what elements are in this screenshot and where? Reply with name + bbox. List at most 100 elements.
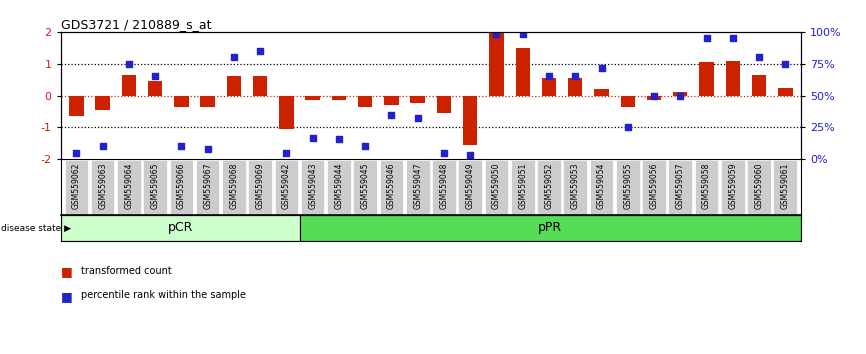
FancyBboxPatch shape <box>511 160 534 214</box>
Text: GDS3721 / 210889_s_at: GDS3721 / 210889_s_at <box>61 18 211 31</box>
FancyBboxPatch shape <box>222 160 246 214</box>
FancyBboxPatch shape <box>170 160 193 214</box>
FancyBboxPatch shape <box>458 160 482 214</box>
Text: ■: ■ <box>61 290 73 303</box>
Bar <box>174 96 189 107</box>
Text: pPR: pPR <box>539 222 562 234</box>
Point <box>621 125 635 130</box>
Point <box>542 74 556 79</box>
Bar <box>332 96 346 100</box>
Bar <box>253 76 268 96</box>
Text: GSM559067: GSM559067 <box>204 162 212 209</box>
Bar <box>700 62 714 96</box>
Point <box>201 146 215 152</box>
Point <box>174 144 188 149</box>
Point <box>96 144 110 149</box>
Text: GSM559048: GSM559048 <box>439 162 449 209</box>
Text: GSM559057: GSM559057 <box>675 162 685 209</box>
Text: disease state ▶: disease state ▶ <box>1 223 71 233</box>
Text: GSM559043: GSM559043 <box>308 162 317 209</box>
Point <box>253 48 267 54</box>
FancyBboxPatch shape <box>669 160 692 214</box>
Point <box>516 32 530 37</box>
FancyBboxPatch shape <box>275 160 298 214</box>
Point <box>306 135 320 141</box>
Point <box>779 61 792 67</box>
FancyBboxPatch shape <box>485 160 508 214</box>
Bar <box>726 61 740 96</box>
Text: GSM559046: GSM559046 <box>387 162 396 209</box>
FancyBboxPatch shape <box>117 160 140 214</box>
Text: GSM559047: GSM559047 <box>413 162 423 209</box>
Point <box>489 32 503 37</box>
Text: GSM559068: GSM559068 <box>229 162 238 209</box>
Point <box>148 74 162 79</box>
Text: GSM559055: GSM559055 <box>624 162 632 209</box>
FancyBboxPatch shape <box>144 160 167 214</box>
Text: GSM559045: GSM559045 <box>361 162 370 209</box>
Point <box>647 93 661 98</box>
FancyBboxPatch shape <box>379 160 404 214</box>
FancyBboxPatch shape <box>773 160 797 214</box>
Bar <box>515 48 530 96</box>
FancyBboxPatch shape <box>564 160 587 214</box>
FancyBboxPatch shape <box>747 160 771 214</box>
Point <box>595 65 609 70</box>
FancyBboxPatch shape <box>196 160 219 214</box>
FancyBboxPatch shape <box>327 160 351 214</box>
FancyBboxPatch shape <box>432 160 456 214</box>
Text: pCR: pCR <box>167 222 193 234</box>
Bar <box>200 96 215 107</box>
Text: GSM559050: GSM559050 <box>492 162 501 209</box>
Text: GSM559069: GSM559069 <box>255 162 265 209</box>
FancyBboxPatch shape <box>537 160 561 214</box>
Text: ■: ■ <box>61 266 73 279</box>
Bar <box>647 96 662 100</box>
Text: percentile rank within the sample: percentile rank within the sample <box>81 290 247 300</box>
Point <box>410 116 424 121</box>
Bar <box>300 215 801 241</box>
Bar <box>69 96 84 116</box>
FancyBboxPatch shape <box>91 160 114 214</box>
Bar <box>489 33 504 96</box>
Bar <box>673 92 688 96</box>
Bar <box>95 96 110 110</box>
FancyBboxPatch shape <box>301 160 325 214</box>
Text: transformed count: transformed count <box>81 266 172 275</box>
Bar <box>594 89 609 96</box>
Bar <box>410 96 425 103</box>
Point <box>359 144 372 149</box>
Bar <box>358 96 372 107</box>
Text: GSM559049: GSM559049 <box>466 162 475 209</box>
Point <box>332 136 346 142</box>
FancyBboxPatch shape <box>406 160 430 214</box>
Text: GSM559065: GSM559065 <box>151 162 159 209</box>
Bar <box>61 215 300 241</box>
Text: GSM559054: GSM559054 <box>597 162 606 209</box>
Bar <box>436 96 451 113</box>
Bar <box>279 96 294 129</box>
Bar <box>568 78 583 96</box>
FancyBboxPatch shape <box>590 160 613 214</box>
Point <box>280 150 294 156</box>
Text: GSM559066: GSM559066 <box>177 162 186 209</box>
Point <box>227 55 241 60</box>
FancyBboxPatch shape <box>643 160 666 214</box>
Text: GSM559059: GSM559059 <box>728 162 737 209</box>
Point <box>437 150 451 156</box>
FancyBboxPatch shape <box>695 160 718 214</box>
FancyBboxPatch shape <box>616 160 640 214</box>
Bar <box>148 81 162 96</box>
Bar <box>385 96 398 105</box>
Text: GSM559058: GSM559058 <box>702 162 711 209</box>
Text: GSM559044: GSM559044 <box>334 162 344 209</box>
Text: GSM559063: GSM559063 <box>98 162 107 209</box>
Text: GSM559053: GSM559053 <box>571 162 579 209</box>
Point <box>463 153 477 158</box>
Point <box>385 112 398 118</box>
Text: GSM559042: GSM559042 <box>282 162 291 209</box>
FancyBboxPatch shape <box>721 160 745 214</box>
Text: GSM559060: GSM559060 <box>754 162 764 209</box>
Bar <box>752 75 766 96</box>
Bar <box>121 75 136 96</box>
